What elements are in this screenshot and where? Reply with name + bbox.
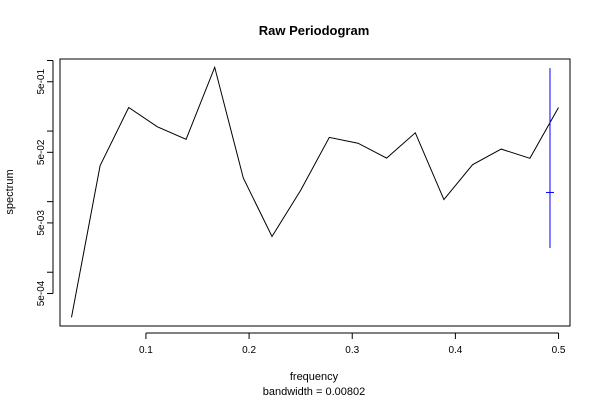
chart-title: Raw Periodogram bbox=[259, 23, 370, 38]
x-tick-label: 0.4 bbox=[448, 345, 462, 356]
y-tick-label: 5e-02 bbox=[36, 139, 47, 165]
spectrum-series bbox=[71, 65, 559, 318]
plot-frame bbox=[59, 58, 571, 327]
x-tick-label: 0.1 bbox=[139, 345, 153, 356]
y-tick-label: 5e-04 bbox=[36, 280, 47, 306]
x-tick-label: 0.5 bbox=[552, 345, 566, 356]
y-axis-label: spectrum bbox=[4, 169, 16, 214]
spectrum-line bbox=[71, 65, 559, 318]
x-tick-label: 0.3 bbox=[345, 345, 359, 356]
confidence-interval-bar bbox=[545, 68, 554, 249]
bandwidth-label: bandwidth = 0.00802 bbox=[263, 386, 365, 398]
y-tick-label: 5e-01 bbox=[36, 69, 47, 95]
x-axis: 0.1 0.2 0.3 0.4 0.5 bbox=[139, 332, 566, 356]
y-axis: 5e-04 5e-03 5e-02 5e-01 bbox=[36, 59, 54, 306]
x-axis-label: frequency bbox=[290, 371, 339, 383]
x-tick-label: 0.2 bbox=[242, 345, 256, 356]
y-tick-label: 5e-03 bbox=[36, 210, 47, 236]
